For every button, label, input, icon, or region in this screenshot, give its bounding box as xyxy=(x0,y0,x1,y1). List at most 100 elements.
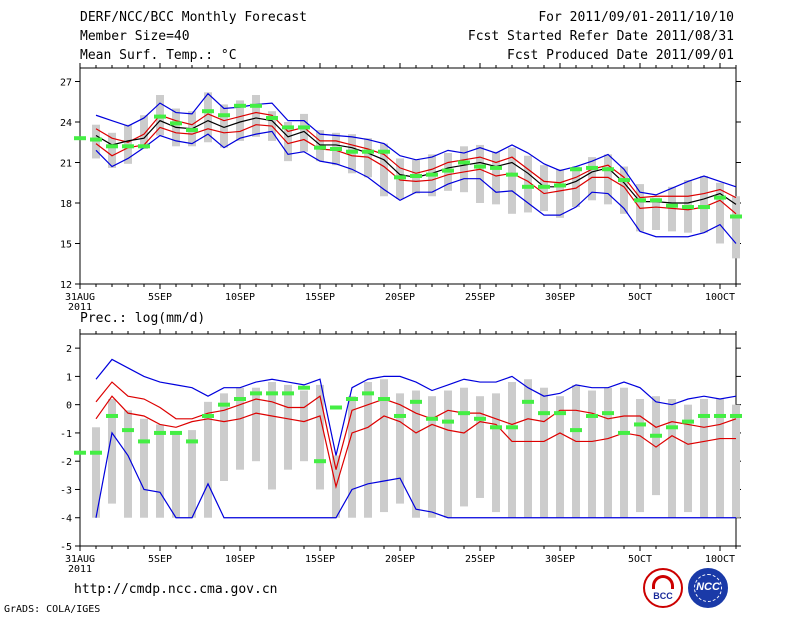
prec-observed-marker xyxy=(714,413,726,418)
temp-box xyxy=(732,196,740,259)
temp-observed-marker xyxy=(490,165,502,170)
ncc-logo: NCC xyxy=(688,568,728,608)
prec-observed-marker xyxy=(394,413,406,418)
temp-observed-marker xyxy=(362,149,374,154)
prec-observed-marker xyxy=(202,413,214,418)
temp-observed-marker xyxy=(426,172,438,177)
temp-observed-marker xyxy=(634,198,646,203)
temp-xtick-label: 25SEP xyxy=(465,292,495,303)
prec-observed-marker xyxy=(618,430,630,435)
temp-ytick-label: 21 xyxy=(60,159,72,170)
temp-observed-marker xyxy=(410,174,422,178)
prec-box xyxy=(476,396,484,498)
temp-box xyxy=(220,104,228,148)
prec-observed-marker xyxy=(218,402,230,407)
prec-observed-marker xyxy=(138,439,150,444)
temp-box xyxy=(236,100,244,141)
temp-xtick-label: 30SEP xyxy=(545,292,575,303)
prec-box xyxy=(732,404,740,518)
prec-box xyxy=(396,393,404,504)
variable-label: Mean Surf. Temp.: °C xyxy=(80,48,237,63)
prec-box xyxy=(444,390,452,518)
temp-observed-marker xyxy=(282,125,294,130)
temp-observed-marker xyxy=(74,136,86,141)
prec-box xyxy=(460,387,468,507)
prec-observed-marker xyxy=(650,433,662,438)
prec-box xyxy=(700,399,708,518)
temp-year-label: 2011 xyxy=(68,302,92,313)
temp-upper-line xyxy=(95,111,737,199)
temp-box xyxy=(492,151,500,205)
prec-ytick-label: -1 xyxy=(60,429,72,440)
temp-ytick-label: 27 xyxy=(60,78,72,89)
temp-box xyxy=(140,115,148,149)
prec-year-label: 2011 xyxy=(68,564,92,575)
temp-observed-marker xyxy=(474,164,486,169)
temp-panel: 12 15 18 21 24 27 31AUG 5SEP 10SEP 15SEP 20SEP 25SE… xyxy=(60,63,742,313)
temp-box xyxy=(556,169,564,218)
temp-observed-marker xyxy=(458,160,470,165)
prec-observed-marker xyxy=(682,419,694,424)
prec-box xyxy=(540,387,548,518)
temp-box xyxy=(620,166,628,214)
prec-box xyxy=(412,390,420,518)
temp-ytick-label: 18 xyxy=(60,199,72,210)
prec-box xyxy=(380,379,388,513)
temp-min-line xyxy=(95,130,737,244)
prec-box xyxy=(636,399,644,513)
temp-box xyxy=(588,157,596,201)
temp-box xyxy=(652,197,660,230)
prec-box xyxy=(524,379,532,518)
prec-ytick-label: -3 xyxy=(60,485,72,496)
prec-box xyxy=(620,387,628,518)
prec-box xyxy=(188,430,196,518)
prec-box xyxy=(652,396,660,496)
temp-xtick-label: 10SEP xyxy=(225,292,255,303)
temp-observed-marker xyxy=(106,144,118,149)
prec-box xyxy=(668,399,676,518)
prec-xtick-label: 5SEP xyxy=(148,554,172,565)
prec-box xyxy=(508,382,516,518)
website-link[interactable]: http://cmdp.ncc.cma.gov.cn xyxy=(74,582,278,597)
temp-xtick-label: 31AUG xyxy=(65,292,95,303)
temp-observed-marker xyxy=(666,203,678,208)
prec-observed-marker xyxy=(522,399,534,404)
prec-max-line xyxy=(95,358,737,456)
prec-xtick-label: 5OCT xyxy=(628,554,652,565)
temp-xtick-label: 10OCT xyxy=(705,292,735,303)
prec-observed-marker xyxy=(186,439,198,444)
prec-box xyxy=(284,384,292,470)
prec-observed-marker xyxy=(666,425,678,430)
temp-observed-marker xyxy=(602,167,614,172)
start-refer-date: Fcst Started Refer Date 2011/08/31 xyxy=(467,29,734,44)
prec-observed-marker xyxy=(506,425,518,430)
temp-observed-marker xyxy=(250,103,262,108)
prec-xtick-label: 10SEP xyxy=(225,554,255,565)
temp-observed-marker xyxy=(378,149,390,154)
prec-box xyxy=(140,418,148,518)
temp-ytick-label: 24 xyxy=(60,118,72,129)
temp-box xyxy=(284,122,292,162)
prec-min-line xyxy=(95,431,736,519)
temp-observed-marker xyxy=(522,184,534,189)
temp-box xyxy=(108,132,116,168)
forecast-period: For 2011/09/01-2011/10/10 xyxy=(538,10,734,25)
prec-box xyxy=(556,396,564,518)
prec-box xyxy=(572,384,580,518)
prec-observed-marker xyxy=(122,428,134,433)
temp-box xyxy=(700,176,708,233)
temp-box xyxy=(572,166,580,208)
prec-observed-marker xyxy=(490,425,502,430)
ncc-logo-ring-icon xyxy=(694,574,722,602)
prec-ytick-label: -2 xyxy=(60,457,72,468)
temp-box xyxy=(124,124,132,164)
prec-observed-marker xyxy=(330,405,342,410)
prec-ytick-label: 1 xyxy=(66,372,72,383)
prec-observed-marker xyxy=(378,397,390,402)
prec-xtick-label: 25SEP xyxy=(465,554,495,565)
temp-observed-marker xyxy=(298,125,310,130)
temp-observed-marker xyxy=(506,172,518,177)
prec-ytick-label: 0 xyxy=(66,401,72,412)
temp-box xyxy=(668,186,676,232)
